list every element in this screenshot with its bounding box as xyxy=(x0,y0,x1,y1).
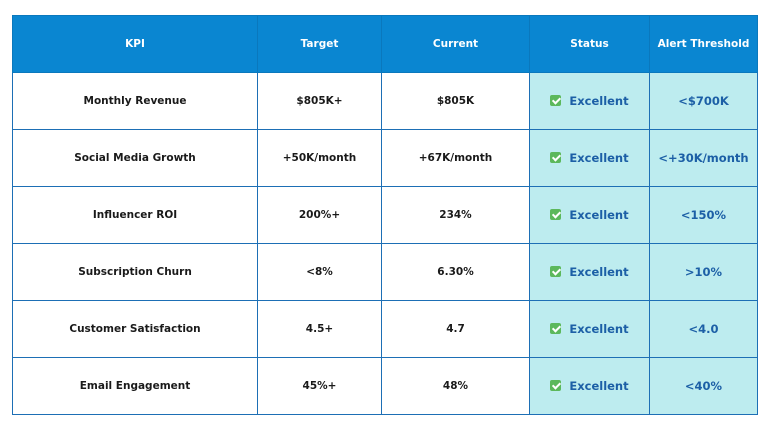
cell-text: <40% xyxy=(684,379,723,393)
status-icon xyxy=(550,266,562,277)
cell-text: Influencer ROI xyxy=(92,209,178,221)
cell-text: Monthly Revenue xyxy=(83,95,187,107)
cell-text: +67K/month xyxy=(418,152,493,164)
table-cell: $805K+ xyxy=(257,72,382,130)
cell-text: <$700K xyxy=(678,94,729,108)
table-row: Social Media Growth +50K/month +67K/month E… xyxy=(12,129,758,187)
table-cell: Social Media Growth xyxy=(12,129,258,187)
table-cell: 200%+ xyxy=(257,186,382,244)
table-row: Influencer ROI 200%+ 234% Excellent <150% xyxy=(12,186,758,244)
cell-text: <8% xyxy=(306,266,333,278)
cell-text: Email Engagement xyxy=(79,380,191,392)
table-cell: 6.30% xyxy=(381,243,530,301)
table-row: Monthly Revenue $805K+ $805K Excellent <$700… xyxy=(12,72,758,130)
cell-text: <150% xyxy=(680,208,727,222)
kpi-table: KPI Target Current Status Alert Threshold Mo… xyxy=(12,15,758,415)
cell-text: Subscription Churn xyxy=(78,266,192,278)
table-cell: Email Engagement xyxy=(12,357,258,415)
cell-text: $805K+ xyxy=(296,95,343,107)
cell-text: $805K xyxy=(436,95,475,107)
table-cell: <8% xyxy=(257,243,382,301)
cell-text: Excellent xyxy=(569,94,629,108)
cell-text: Customer Satisfaction xyxy=(69,323,201,335)
cell-text: >10% xyxy=(684,265,723,279)
table-cell: Excellent xyxy=(529,72,650,130)
table-cell: <4.0 xyxy=(649,300,758,358)
status-icon xyxy=(550,95,562,106)
cell-text: Excellent xyxy=(569,151,629,165)
table-cell: Monthly Revenue xyxy=(12,72,258,130)
cell-text: 4.5+ xyxy=(305,323,334,335)
cell-text: <+30K/month xyxy=(658,151,749,165)
header-cell: Alert Threshold xyxy=(649,15,758,73)
table-cell: Subscription Churn xyxy=(12,243,258,301)
cell-text: 234% xyxy=(439,209,472,221)
cell-text: +50K/month xyxy=(282,152,357,164)
table-cell: 45%+ xyxy=(257,357,382,415)
cell-text: 48% xyxy=(442,380,469,392)
cell-text: 4.7 xyxy=(446,323,465,335)
status-icon xyxy=(550,323,562,334)
table-body: Monthly Revenue $805K+ $805K Excellent <$700… xyxy=(12,72,758,415)
table-cell: 4.5+ xyxy=(257,300,382,358)
table-cell: Excellent xyxy=(529,300,650,358)
table-cell: <+30K/month xyxy=(649,129,758,187)
table-cell: +67K/month xyxy=(381,129,530,187)
status-icon xyxy=(550,209,562,220)
table-cell: 48% xyxy=(381,357,530,415)
table-cell: <$700K xyxy=(649,72,758,130)
cell-text: 200%+ xyxy=(298,209,341,221)
cell-text: Excellent xyxy=(569,208,629,222)
header-cell: KPI xyxy=(12,15,258,73)
header-cell: Current xyxy=(381,15,530,73)
table-cell: +50K/month xyxy=(257,129,382,187)
table-cell: <150% xyxy=(649,186,758,244)
cell-text: Social Media Growth xyxy=(74,152,196,164)
table-cell: $805K xyxy=(381,72,530,130)
cell-text: Excellent xyxy=(569,322,629,336)
table-cell: Excellent xyxy=(529,129,650,187)
header-row: KPI Target Current Status Alert Threshold xyxy=(12,15,758,73)
table-cell: Excellent xyxy=(529,357,650,415)
table-cell: 234% xyxy=(381,186,530,244)
header-cell: Target xyxy=(257,15,382,73)
table-row: Customer Satisfaction 4.5+ 4.7 Excellent <4.… xyxy=(12,300,758,358)
header-cell: Status xyxy=(529,15,650,73)
status-icon xyxy=(550,152,562,163)
cell-text: 6.30% xyxy=(437,266,474,278)
table-container: KPI Target Current Status Alert Threshold Mo… xyxy=(12,15,758,415)
cell-text: <4.0 xyxy=(688,322,719,336)
table-cell: >10% xyxy=(649,243,758,301)
table-row: Subscription Churn <8% 6.30% Excellent >10% xyxy=(12,243,758,301)
status-icon xyxy=(550,380,562,391)
table-cell: Influencer ROI xyxy=(12,186,258,244)
table-cell: Excellent xyxy=(529,186,650,244)
cell-text: Excellent xyxy=(569,265,629,279)
table-cell: <40% xyxy=(649,357,758,415)
cell-text: Excellent xyxy=(569,379,629,393)
table-cell: Excellent xyxy=(529,243,650,301)
table-cell: 4.7 xyxy=(381,300,530,358)
cell-text: 45%+ xyxy=(302,380,337,392)
table-cell: Customer Satisfaction xyxy=(12,300,258,358)
table-row: Email Engagement 45%+ 48% Excellent <40% xyxy=(12,357,758,415)
